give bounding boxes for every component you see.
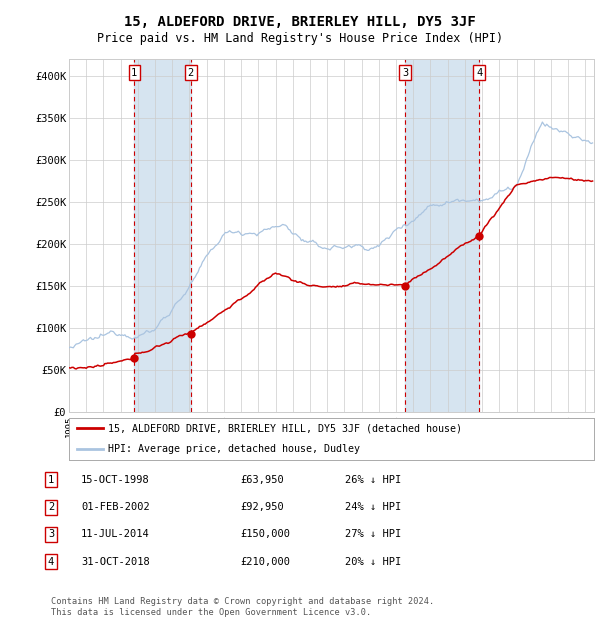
Bar (405, 59, 479, 412)
Text: 15, ALDEFORD DRIVE, BRIERLEY HILL, DY5 3JF (detached house): 15, ALDEFORD DRIVE, BRIERLEY HILL, DY5 3… (109, 423, 463, 433)
Text: 15, ALDEFORD DRIVE, BRIERLEY HILL, DY5 3JF: 15, ALDEFORD DRIVE, BRIERLEY HILL, DY5 3… (124, 16, 476, 30)
Text: 24% ↓ HPI: 24% ↓ HPI (345, 502, 401, 512)
Bar (134, 59, 191, 412)
Text: £92,950: £92,950 (240, 502, 284, 512)
Text: 15-OCT-1998: 15-OCT-1998 (81, 475, 150, 485)
Text: 01-FEB-2002: 01-FEB-2002 (81, 502, 150, 512)
Text: HPI: Average price, detached house, Dudley: HPI: Average price, detached house, Dudl… (109, 445, 361, 454)
Text: 11-JUL-2014: 11-JUL-2014 (81, 529, 150, 539)
Text: 27% ↓ HPI: 27% ↓ HPI (345, 529, 401, 539)
Text: £150,000: £150,000 (240, 529, 290, 539)
Text: £63,950: £63,950 (240, 475, 284, 485)
Text: 26% ↓ HPI: 26% ↓ HPI (345, 475, 401, 485)
Text: 1: 1 (131, 68, 137, 78)
Text: 3: 3 (48, 529, 54, 539)
Text: 2: 2 (48, 502, 54, 512)
Text: Price paid vs. HM Land Registry's House Price Index (HPI): Price paid vs. HM Land Registry's House … (97, 32, 503, 45)
Text: Contains HM Land Registry data © Crown copyright and database right 2024.
This d: Contains HM Land Registry data © Crown c… (51, 598, 434, 617)
Text: 4: 4 (48, 557, 54, 567)
Text: 3: 3 (402, 68, 408, 78)
Text: 4: 4 (476, 68, 482, 78)
Text: 2: 2 (188, 68, 194, 78)
Text: 1: 1 (48, 475, 54, 485)
Text: £210,000: £210,000 (240, 557, 290, 567)
Text: 31-OCT-2018: 31-OCT-2018 (81, 557, 150, 567)
Text: 20% ↓ HPI: 20% ↓ HPI (345, 557, 401, 567)
